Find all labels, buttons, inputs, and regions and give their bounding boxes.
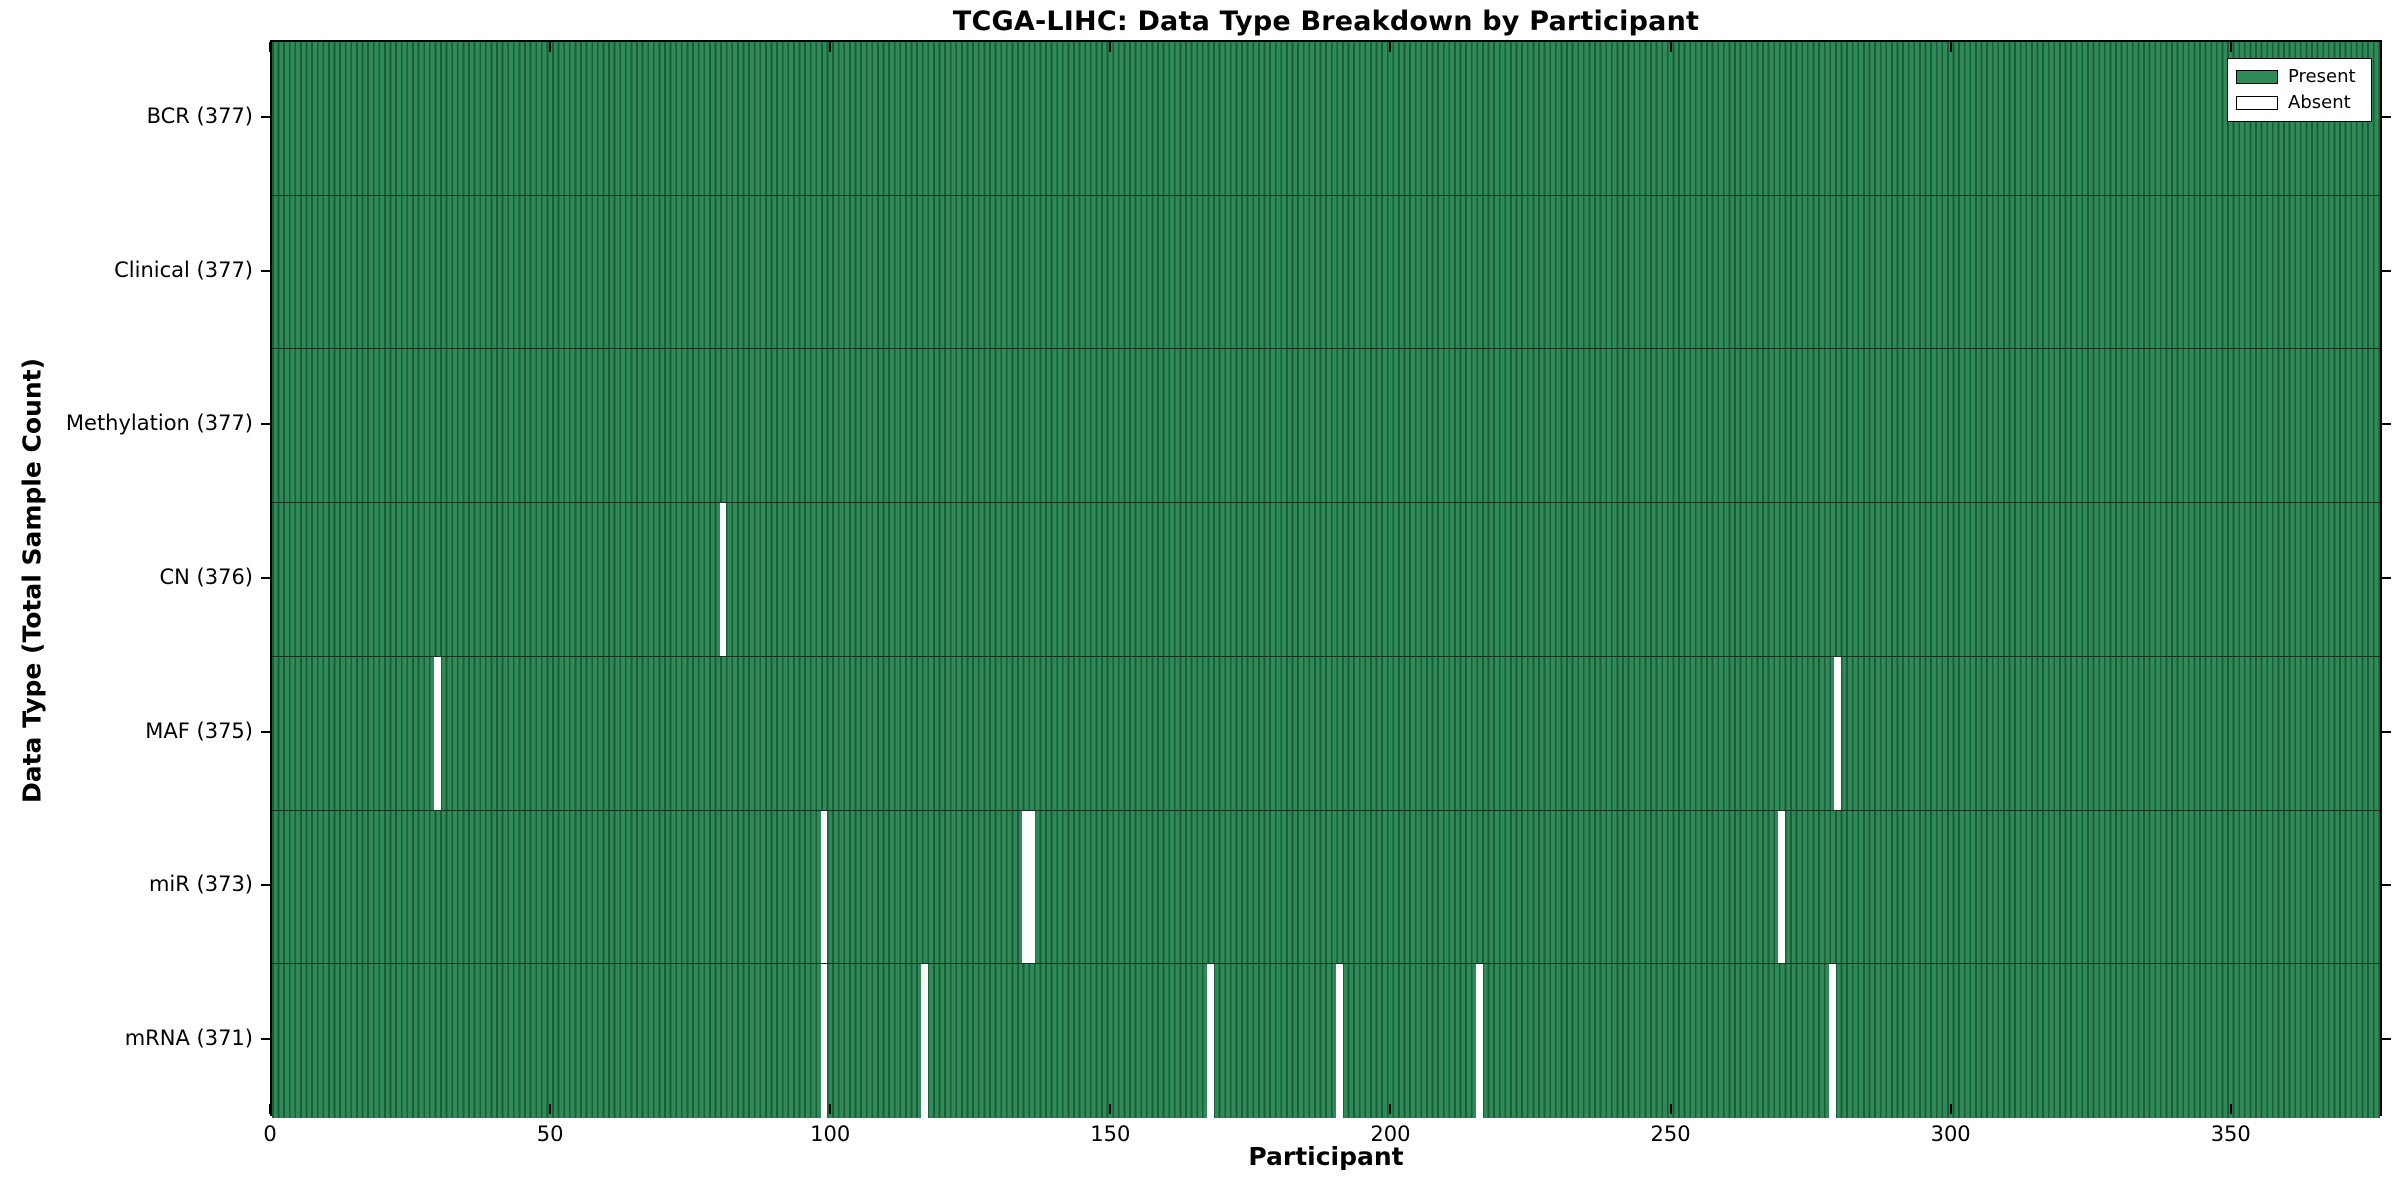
- x-tick-label-0: 0: [263, 1122, 277, 1146]
- x-tick: [1109, 1104, 1112, 1114]
- absent-marker-miR-269: [1778, 810, 1786, 964]
- y-tick: [261, 115, 270, 118]
- x-tick-top: [829, 42, 832, 52]
- absent-marker-MAF-29: [433, 656, 441, 810]
- absent-marker-CN-80: [719, 503, 727, 656]
- y-tick-label-CN: CN (376): [159, 565, 253, 589]
- x-tick-top: [1669, 42, 1672, 52]
- y-tick: [261, 423, 270, 426]
- x-tick-top: [549, 42, 552, 52]
- legend-entry-present: Present: [2236, 68, 2363, 86]
- x-tick: [269, 1104, 271, 1114]
- y-tick-right: [2382, 423, 2391, 426]
- absent-marker-miR-98: [820, 810, 828, 964]
- x-tick-top: [1949, 42, 1952, 52]
- data-row-MAF: [272, 656, 2380, 811]
- data-row-BCR: [272, 42, 2380, 196]
- y-tick-label-Clinical: Clinical (377): [114, 257, 253, 282]
- x-tick-label-100: 100: [810, 1122, 851, 1146]
- x-tick: [1669, 1104, 1672, 1114]
- x-tick: [1949, 1104, 1952, 1114]
- y-tick-right: [2382, 730, 2391, 733]
- absent-marker-miR-134: [1022, 810, 1029, 964]
- chart-title: TCGA-LIHC: Data Type Breakdown by Partic…: [952, 6, 1700, 37]
- x-tick-label-150: 150: [1090, 1122, 1131, 1146]
- x-tick-top: [2229, 42, 2232, 52]
- data-row-miR: [272, 810, 2380, 965]
- present-swatch-icon: [2236, 70, 2278, 85]
- data-row-CN: [272, 503, 2380, 657]
- absent-marker-mRNA-190: [1335, 964, 1343, 1118]
- y-tick-label-MAF: MAF (375): [145, 718, 253, 743]
- y-tick-right: [2382, 269, 2391, 272]
- absent-swatch-icon: [2236, 95, 2278, 110]
- absent-marker-mRNA-116: [921, 964, 929, 1118]
- x-tick-label-200: 200: [1370, 1122, 1411, 1146]
- x-tick: [1389, 1104, 1392, 1114]
- y-tick: [261, 577, 270, 579]
- x-tick: [549, 1104, 552, 1114]
- y-tick-right: [2382, 884, 2391, 887]
- x-axis-label: Participant: [1248, 1142, 1404, 1171]
- y-tick-right: [2382, 1038, 2391, 1041]
- legend: Present Absent: [2227, 58, 2372, 122]
- legend-label: Present: [2288, 66, 2356, 88]
- data-row-Methylation: [272, 349, 2380, 504]
- x-tick-top: [1389, 42, 1392, 52]
- y-tick-right: [2382, 577, 2391, 579]
- x-tick-label-50: 50: [536, 1122, 564, 1146]
- absent-marker-miR-135: [1027, 810, 1035, 964]
- y-tick: [261, 1038, 270, 1041]
- absent-marker-mRNA-98: [820, 964, 828, 1118]
- y-tick: [261, 730, 270, 733]
- x-tick-label-300: 300: [1930, 1122, 1971, 1146]
- absent-marker-mRNA-167: [1207, 964, 1214, 1118]
- absent-marker-MAF-279: [1834, 656, 1842, 810]
- y-tick-right: [2382, 115, 2391, 118]
- y-tick-label-BCR: BCR (377): [146, 103, 253, 128]
- data-row-Clinical: [272, 195, 2380, 350]
- data-row-mRNA: [272, 964, 2380, 1118]
- absent-marker-mRNA-215: [1475, 964, 1483, 1118]
- x-tick-label-350: 350: [2210, 1122, 2251, 1146]
- x-tick-top: [269, 42, 271, 52]
- y-tick: [261, 269, 270, 272]
- x-tick-top: [1109, 42, 1112, 52]
- plot-area: [270, 40, 2382, 1118]
- legend-label: Absent: [2288, 91, 2351, 113]
- x-tick-label-250: 250: [1650, 1122, 1691, 1146]
- y-tick-label-Methylation: Methylation (377): [65, 411, 253, 436]
- legend-entry-absent: Absent: [2236, 91, 2363, 113]
- y-tick-label-mRNA: mRNA (371): [124, 1026, 253, 1051]
- absent-marker-mRNA-278: [1828, 964, 1836, 1118]
- x-tick: [829, 1104, 832, 1114]
- x-tick: [2229, 1104, 2232, 1114]
- y-tick: [261, 884, 270, 887]
- y-tick-label-miR: miR (373): [148, 872, 253, 897]
